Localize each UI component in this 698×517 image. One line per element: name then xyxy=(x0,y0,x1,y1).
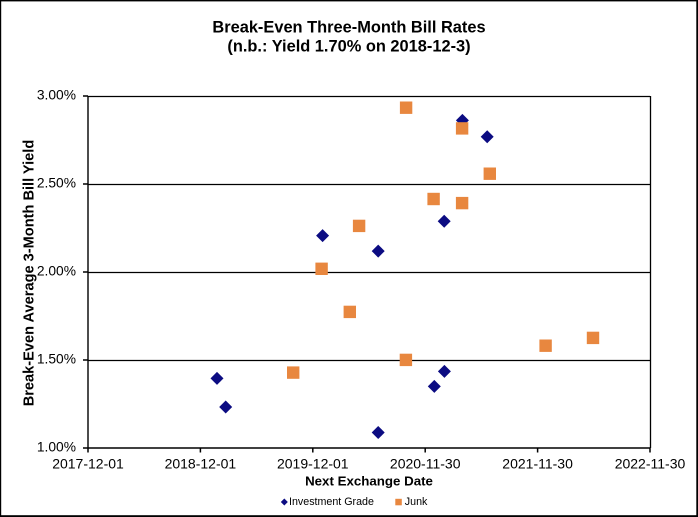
svg-text:3.00%: 3.00% xyxy=(37,88,76,103)
svg-text:1.50%: 1.50% xyxy=(37,352,76,367)
svg-text:Junk: Junk xyxy=(405,496,428,508)
svg-text:Next Exchange Date: Next Exchange Date xyxy=(305,474,433,489)
svg-text:2.00%: 2.00% xyxy=(37,264,76,279)
svg-text:2018-12-01: 2018-12-01 xyxy=(165,456,237,472)
svg-text:2.50%: 2.50% xyxy=(37,176,76,191)
svg-text:2019-12-01: 2019-12-01 xyxy=(277,456,349,472)
svg-text:2021-11-30: 2021-11-30 xyxy=(502,456,573,472)
svg-text:2022-11-30: 2022-11-30 xyxy=(615,456,686,472)
svg-text:Break-Even Three-Month Bill Ra: Break-Even Three-Month Bill Rates xyxy=(212,19,485,37)
svg-text:Investment Grade: Investment Grade xyxy=(289,496,374,508)
svg-text:2017-12-01: 2017-12-01 xyxy=(52,456,124,472)
svg-text:1.00%: 1.00% xyxy=(37,440,76,455)
svg-text:2020-11-30: 2020-11-30 xyxy=(390,456,461,472)
svg-text:(n.b.: Yield 1.70% on 2018-12-: (n.b.: Yield 1.70% on 2018-12-3) xyxy=(227,38,470,56)
svg-text:Break-Even Average 3-Month Bil: Break-Even Average 3-Month Bill Yield xyxy=(22,140,38,407)
